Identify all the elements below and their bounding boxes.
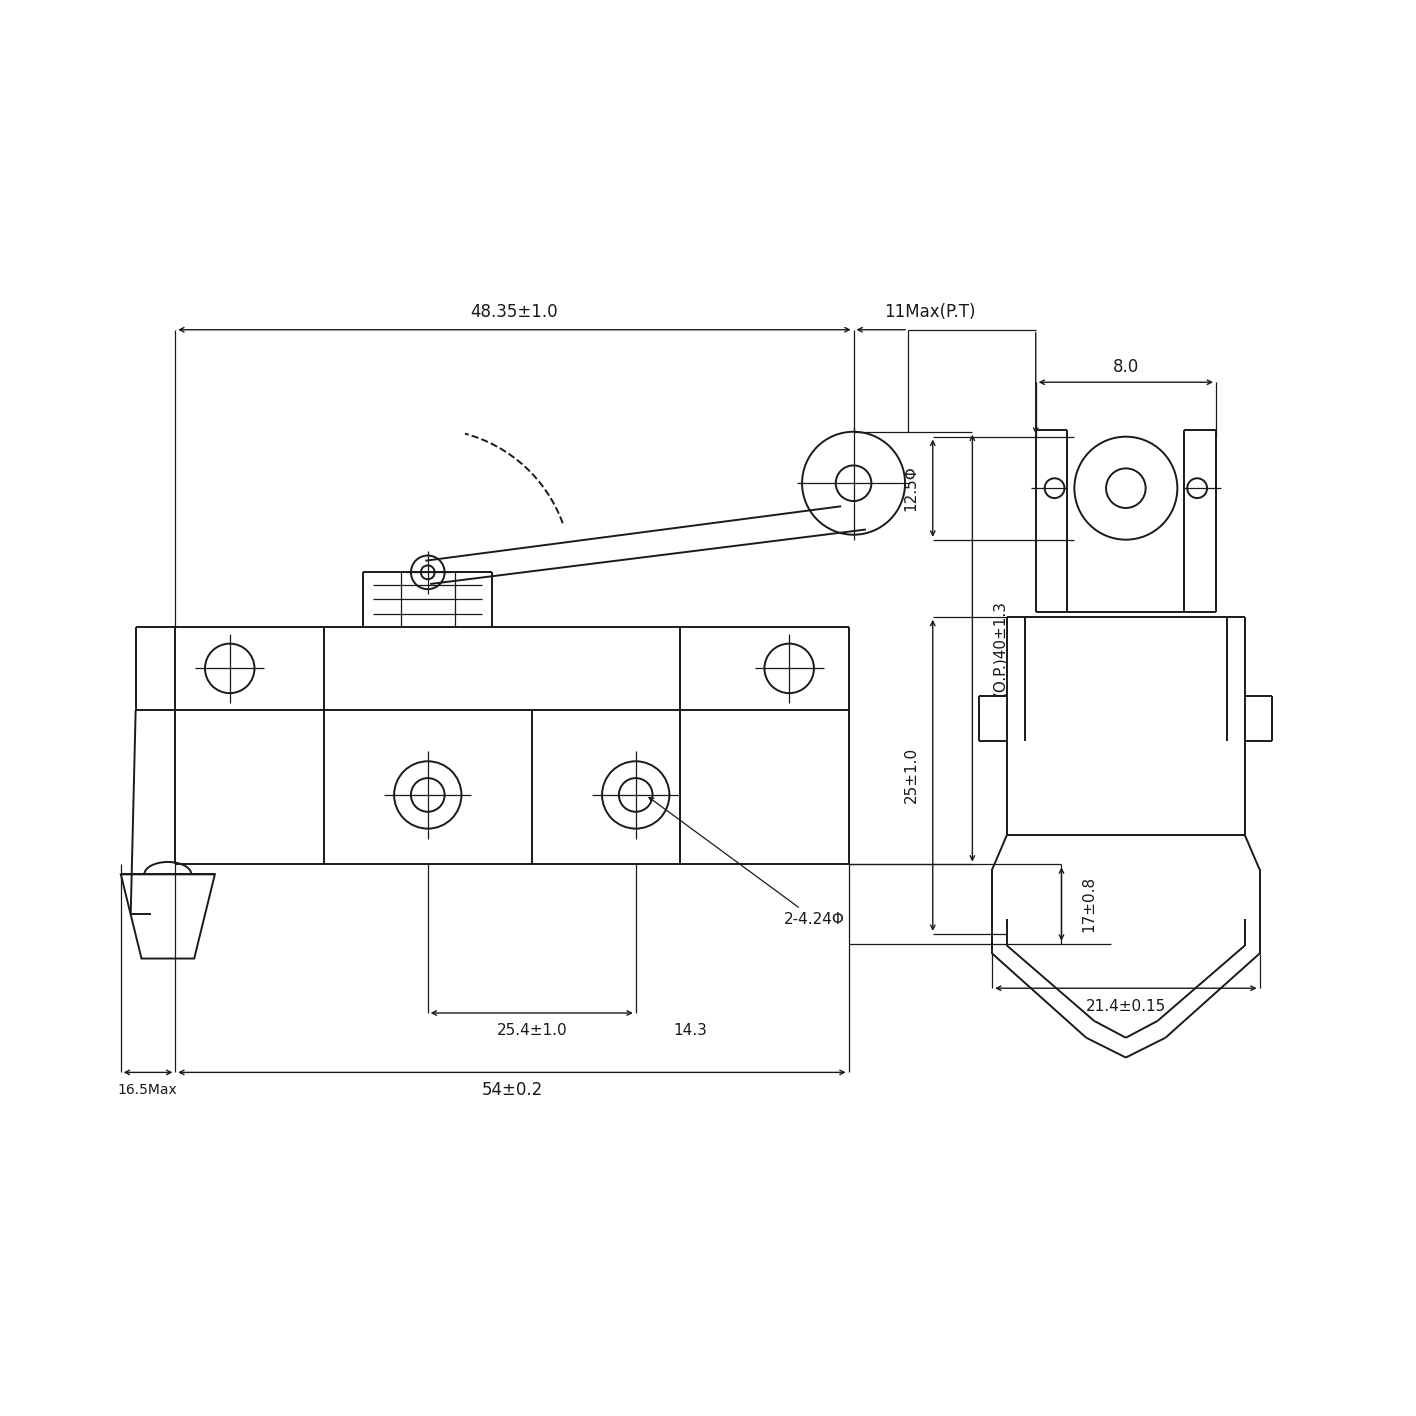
Text: 17±0.8: 17±0.8 (1082, 877, 1097, 932)
Text: 16.5Max: 16.5Max (118, 1083, 177, 1097)
Text: 2-4.24Φ: 2-4.24Φ (649, 797, 845, 926)
Text: 14.3: 14.3 (673, 1024, 707, 1038)
Text: 25±1.0: 25±1.0 (903, 748, 919, 803)
Text: 48.35±1.0: 48.35±1.0 (470, 303, 558, 321)
Text: 12.5Φ: 12.5Φ (903, 466, 919, 511)
Text: 21.4±0.15: 21.4±0.15 (1086, 998, 1165, 1014)
Text: (O.P.)40±1.3: (O.P.)40±1.3 (993, 600, 1008, 697)
Text: 25.4±1.0: 25.4±1.0 (497, 1024, 566, 1038)
Text: 54±0.2: 54±0.2 (481, 1082, 542, 1099)
Text: 11Max(P.T): 11Max(P.T) (885, 303, 976, 321)
Text: 8.0: 8.0 (1113, 358, 1138, 377)
